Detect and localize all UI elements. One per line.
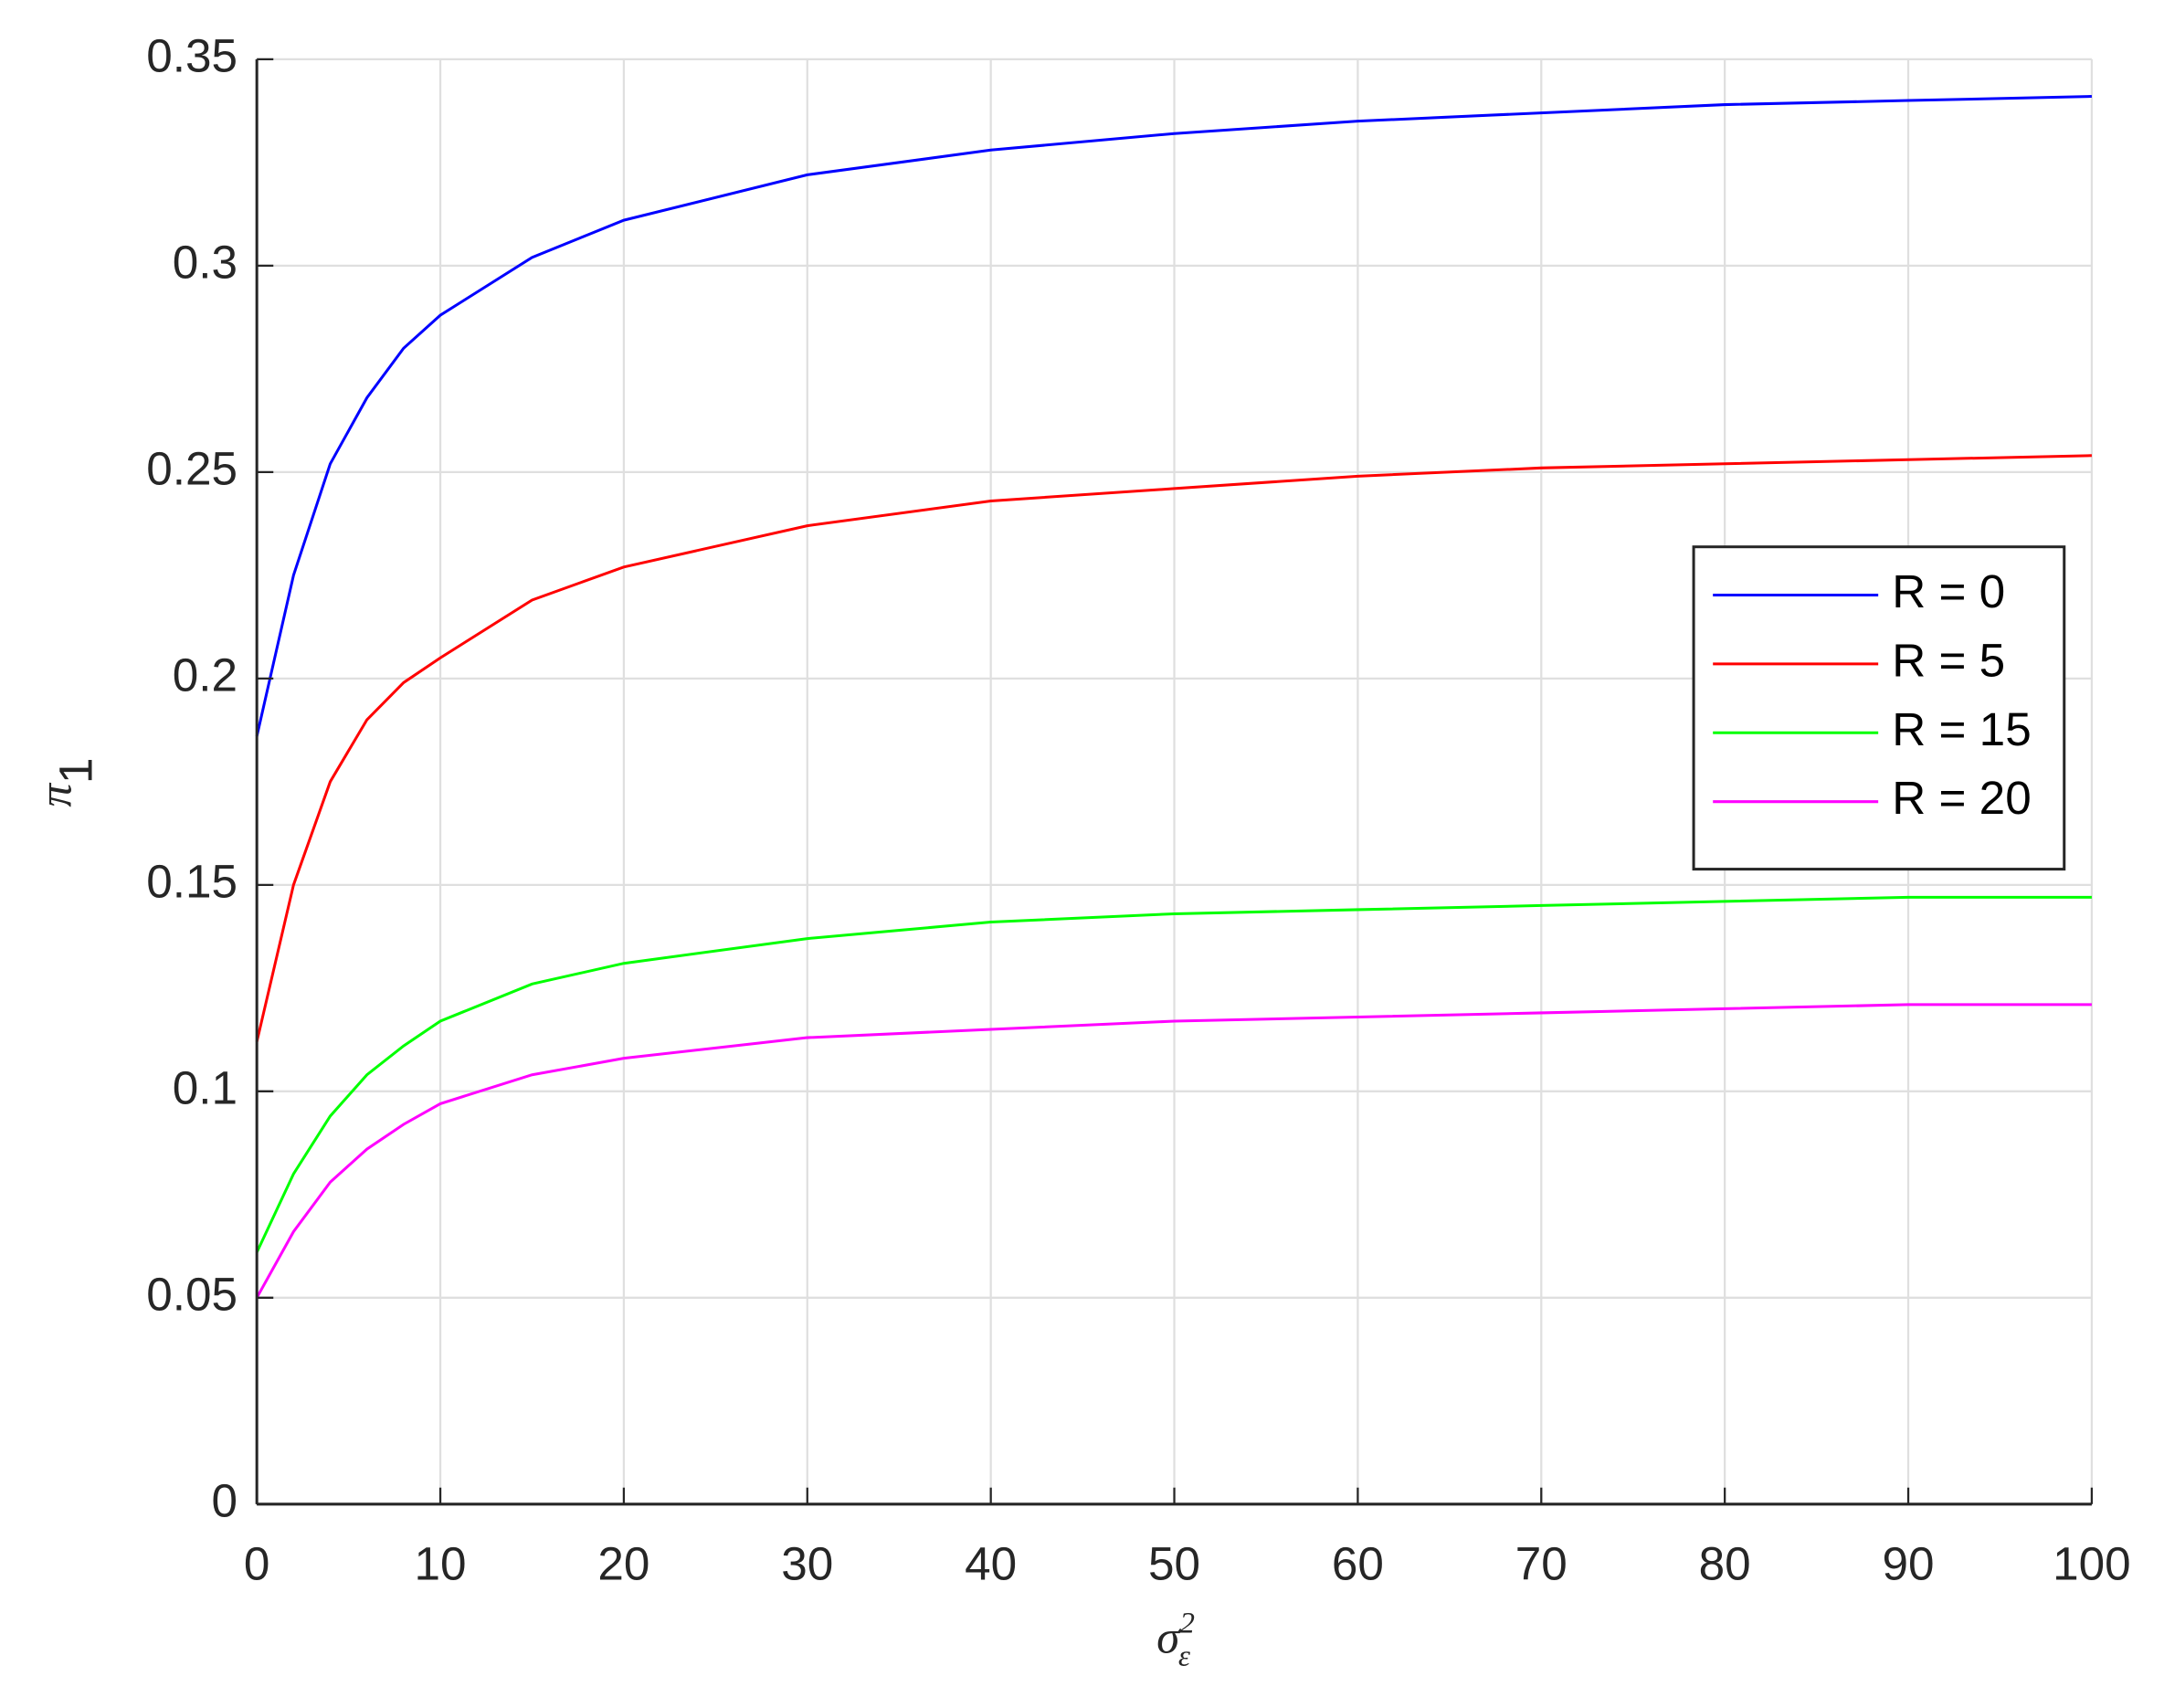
legend-label: R = 20 bbox=[1892, 772, 2031, 824]
y-tick-label: 0.05 bbox=[146, 1268, 238, 1320]
x-tick-label: 30 bbox=[781, 1538, 833, 1590]
x-tick-label: 70 bbox=[1515, 1538, 1568, 1590]
x-tick-label: 40 bbox=[965, 1538, 1017, 1590]
x-tick-label: 20 bbox=[597, 1538, 649, 1590]
x-tick-label: 90 bbox=[1883, 1538, 1935, 1590]
legend-label: R = 15 bbox=[1892, 703, 2031, 755]
y-tick-label: 0.35 bbox=[146, 29, 238, 81]
y-tick-label: 0.25 bbox=[146, 442, 238, 494]
legend-label: R = 0 bbox=[1892, 565, 2005, 617]
y-tick-label: 0 bbox=[212, 1474, 238, 1526]
series-line bbox=[255, 454, 2092, 1042]
x-tick-label: 50 bbox=[1148, 1538, 1200, 1590]
series-line bbox=[255, 95, 2092, 737]
legend-label: R = 5 bbox=[1892, 634, 2005, 686]
y-tick-label: 0.15 bbox=[146, 855, 238, 907]
x-axis-label: σ2 ε bbox=[1156, 1606, 1195, 1672]
plot-lines bbox=[255, 95, 2092, 1299]
y-tick-label: 0.1 bbox=[173, 1061, 238, 1113]
y-tick-label: 0.3 bbox=[173, 236, 238, 288]
y-label-sub: 1 bbox=[49, 757, 101, 784]
x-label-base: σ bbox=[1156, 1611, 1181, 1663]
x-tick-label: 10 bbox=[415, 1538, 467, 1590]
y-label-base: π bbox=[29, 783, 81, 807]
x-tick-label: 80 bbox=[1699, 1538, 1751, 1590]
series-line bbox=[255, 1003, 2092, 1299]
legend-box bbox=[1692, 545, 2066, 871]
y-axis-label: π1 bbox=[29, 757, 101, 807]
x-tick-label: 60 bbox=[1332, 1538, 1384, 1590]
x-tick-label: 100 bbox=[2053, 1538, 2131, 1590]
x-label-sup: 2 bbox=[1179, 1606, 1195, 1639]
axes: 0 0.05 0.1 0.15 0.2 0.25 0.3 0.35 0 10 20 30 40 50 60 7… bbox=[146, 29, 2130, 1589]
series-line bbox=[255, 895, 2092, 1253]
legend: R = 0 R = 5 R = 15 R = 20 bbox=[1692, 545, 2066, 871]
x-label-sub: ε bbox=[1178, 1639, 1191, 1672]
x-tick-label: 0 bbox=[244, 1538, 270, 1590]
y-tick-label: 0.2 bbox=[173, 648, 238, 701]
